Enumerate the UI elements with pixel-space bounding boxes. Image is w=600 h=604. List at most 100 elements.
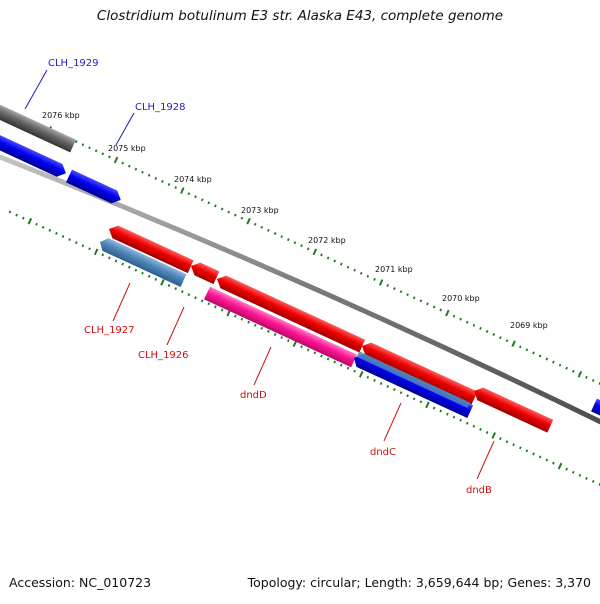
ruler-tick [247,218,250,224]
ruler-tick [348,266,349,268]
gene-label-clh-1926[interactable]: CLH_1926 [138,350,189,361]
ruler-label: 2071 kbp [375,265,413,274]
ruler-tick [540,456,541,458]
gene-label-dndd[interactable]: dndD [240,390,267,401]
gene-label-clh-1928[interactable]: CLH_1928 [135,102,186,113]
ruler-tick [208,202,209,204]
ruler-tick [23,217,24,219]
gene-feature-partial-blue[interactable] [591,399,600,418]
ruler-tick [420,300,421,302]
ruler-tick [195,297,196,299]
ruler-tick [533,352,534,354]
ruler-tick [102,153,103,155]
ruler-tick [513,444,514,446]
ruler-tick [76,141,77,143]
ruler-tick [407,294,408,296]
ruler-tick [255,223,256,225]
ruler-tick [162,180,163,182]
ruler-tick [553,361,554,363]
ruler-tick [235,214,236,216]
ruler-tick [454,416,455,418]
ruler-tick [341,364,342,366]
ruler-tick [301,245,302,247]
ruler-tick [560,364,561,366]
ruler-tick [82,245,83,247]
ruler-tick [241,318,242,320]
ruler-tick [122,162,123,164]
ruler-tick [480,327,481,329]
ruler-tick [526,349,527,351]
ruler-tick [129,165,130,167]
ruler-tick [434,306,435,308]
ruler-tick [427,303,428,305]
ruler-tick [512,341,515,347]
ruler-tick [268,330,269,332]
ruler-tick [394,389,395,391]
ruler-tick [507,340,508,342]
ruler-tick [122,263,123,265]
ruler-tick [367,275,368,277]
ruler-tick [43,226,44,228]
ruler-tick [202,300,203,302]
ruler-tick [387,284,388,286]
ruler-tick [109,156,110,158]
genome-backbone [0,155,600,424]
ruler-tick [175,288,176,290]
ruler-tick [473,324,474,326]
ruler-tick [116,260,117,262]
gene-label-dndc[interactable]: dndC [370,447,396,458]
ruler-tick [579,474,580,476]
ruler-tick [367,376,368,378]
ruler-tick [308,248,309,250]
gene-label-clh-1927[interactable]: CLH_1927 [84,325,135,336]
ruler-tick [434,407,435,409]
leader-dndb [477,441,494,479]
ruler-tick [222,208,223,210]
ruler-tick [348,367,349,369]
ruler-tick [467,422,468,424]
forward-strand-features [0,104,600,418]
ruler-tick [533,453,534,455]
ruler-tick [169,183,170,185]
label-leader-lines [25,70,494,479]
gene-feature-upper-red-2[interactable] [188,260,219,284]
leader-clh-1927 [113,283,130,321]
ruler-label: 2069 kbp [510,321,548,330]
leader-clh-1929 [25,70,47,109]
ruler-tick [255,324,256,326]
ruler-tick [500,438,501,440]
genome-title: Clostridium botulinum E3 str. Alaska E43… [0,8,600,24]
ruler-tick [414,398,415,400]
ruler-tick [460,419,461,421]
ruler-tick [301,346,302,348]
ruler-tick [520,346,521,348]
ruler-tick [507,441,508,443]
ruler-tick [16,214,17,216]
ruler-tick [261,226,262,228]
ruler-tick [360,371,363,377]
ruler-label: 2073 kbp [241,206,279,215]
ruler-tick [559,463,562,469]
ruler-tick [102,254,103,256]
ruler-tick [387,385,388,387]
ruler-tick [500,337,501,339]
ruler-tick [407,395,408,397]
ruler-tick [401,392,402,394]
gene-label-dndb[interactable]: dndB [466,485,492,496]
ruler-labels: 2076 kbp 2075 kbp 2074 kbp 2073 kbp 2072… [42,111,548,330]
gene-label-clh-1929[interactable]: CLH_1929 [48,58,99,69]
ruler-tick [374,278,375,280]
ruler-tick [89,248,90,250]
ruler-tick [586,376,587,378]
ruler-tick [308,349,309,351]
ruler-tick [294,242,295,244]
ruler-tick [394,288,395,290]
ruler-tick [96,150,97,152]
ruler-tick [334,361,335,363]
ruler-tick [447,413,448,415]
ruler-tick [454,315,455,317]
ruler-tick [195,196,196,198]
ruler-tick [275,232,276,234]
ruler-tick [473,425,474,427]
